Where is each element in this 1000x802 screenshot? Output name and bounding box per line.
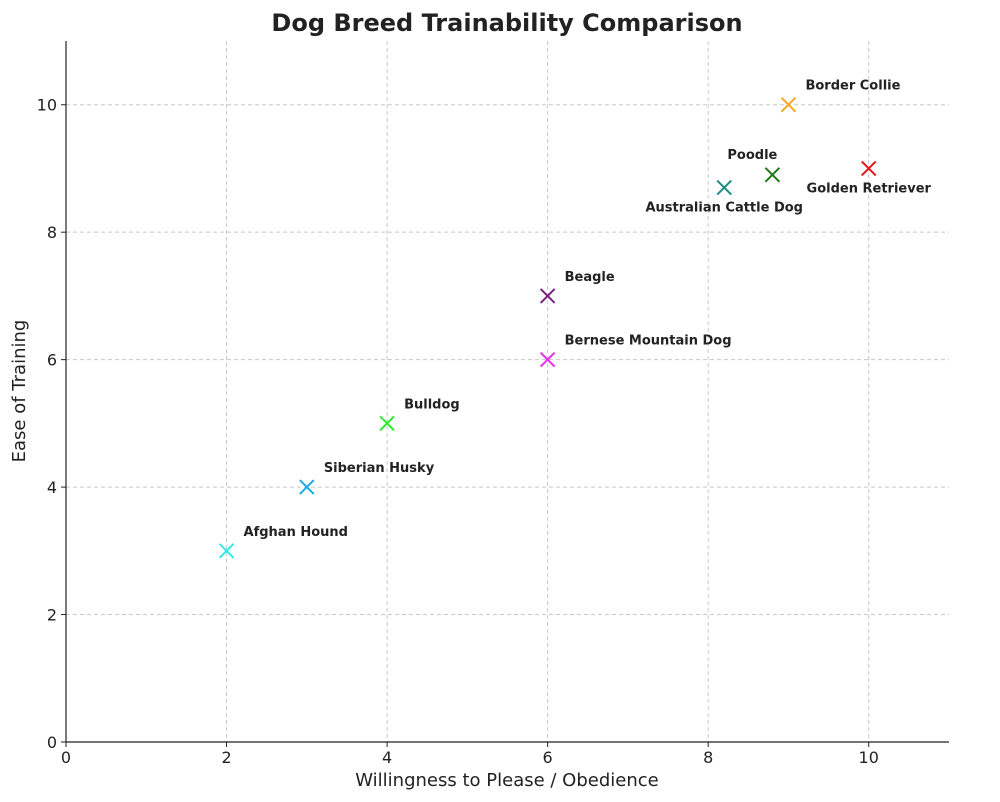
y-tick-label-10: 10	[37, 96, 57, 115]
point-poodle	[764, 167, 781, 183]
point-australian-cattle-dog	[716, 179, 732, 196]
point-label-australian-cattle-dog: Australian Cattle Dog	[645, 201, 803, 216]
point-beagle	[539, 288, 556, 304]
point-label-border-collie: Border Collie	[805, 79, 900, 94]
x-tick-label-6: 6	[543, 748, 553, 767]
y-axis-label: Ease of Training	[9, 320, 30, 463]
y-tick-label-8: 8	[47, 223, 57, 242]
point-siberian-husky	[299, 479, 315, 495]
y-tick-label-2: 2	[47, 606, 57, 625]
point-label-beagle: Beagle	[565, 270, 615, 285]
chart-title: Dog Breed Trainability Comparison	[271, 9, 742, 37]
point-label-siberian-husky: Siberian Husky	[324, 461, 435, 476]
point-label-afghan-hound: Afghan Hound	[244, 525, 348, 540]
point-afghan-hound	[218, 543, 235, 559]
x-tick-label-0: 0	[61, 748, 71, 767]
point-labels: Border Collie Golden Retriever Poodle Austr…	[244, 79, 932, 540]
tick-labels: 0 2 4 6 8 10 0 2 4 6 8 10	[37, 96, 879, 767]
x-tick-label-10: 10	[859, 748, 879, 767]
x-tick-label-4: 4	[382, 748, 392, 767]
y-tick-label-4: 4	[47, 478, 57, 497]
axes	[61, 41, 949, 747]
point-label-poodle: Poodle	[727, 148, 777, 163]
x-tick-label-2: 2	[221, 748, 231, 767]
point-golden-retriever	[861, 160, 877, 177]
point-bulldog	[379, 415, 395, 432]
point-label-bulldog: Bulldog	[404, 397, 460, 412]
data-points	[218, 97, 877, 559]
point-bernese-mountain-dog	[539, 351, 556, 368]
point-label-golden-retriever: Golden Retriever	[807, 181, 932, 196]
point-label-bernese-mountain-dog: Bernese Mountain Dog	[565, 334, 732, 349]
x-tick-label-8: 8	[703, 748, 713, 767]
point-border-collie	[780, 97, 797, 113]
x-axis-label: Willingness to Please / Obedience	[355, 770, 658, 791]
y-tick-label-0: 0	[47, 733, 57, 752]
y-tick-label-6: 6	[47, 351, 57, 370]
grid-lines	[66, 41, 949, 742]
